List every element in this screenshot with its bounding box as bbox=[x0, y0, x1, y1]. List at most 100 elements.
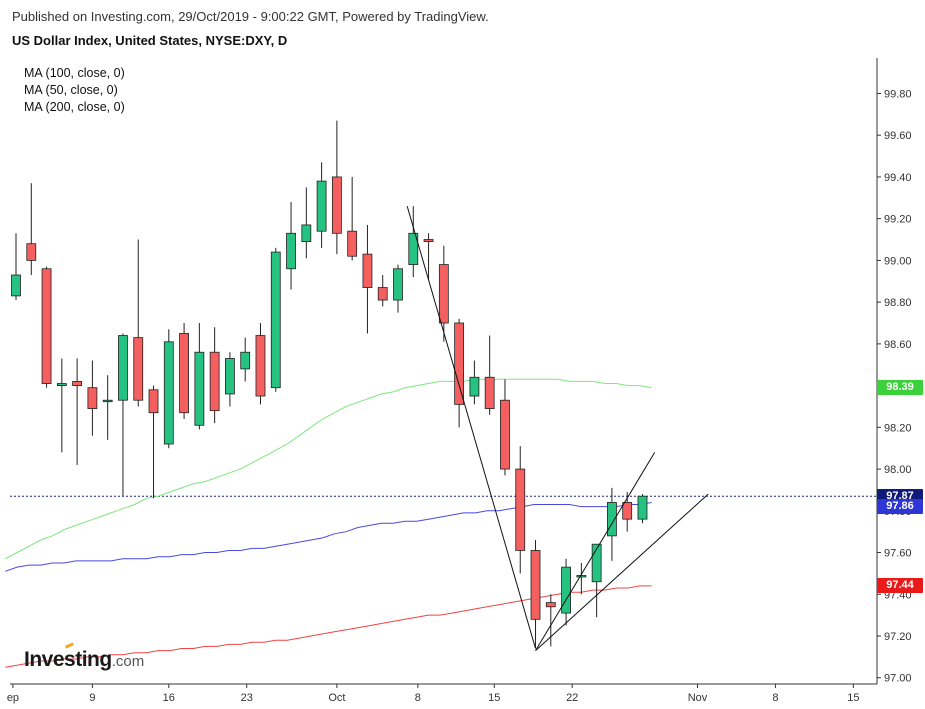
trendlines bbox=[406, 206, 709, 651]
legend-ma200: MA (200, close, 0) bbox=[24, 100, 125, 114]
candle bbox=[576, 562, 587, 595]
candle bbox=[591, 543, 602, 618]
candle-body bbox=[423, 239, 434, 243]
candle-body bbox=[362, 253, 373, 288]
investing-logo[interactable]: Investing.com bbox=[24, 642, 145, 672]
candle-body bbox=[225, 358, 235, 395]
candle bbox=[637, 494, 648, 524]
y-tick-label: 99.40 bbox=[884, 172, 912, 184]
candle bbox=[41, 266, 52, 388]
candle-body bbox=[11, 274, 21, 297]
candle bbox=[484, 335, 495, 415]
price-tag: 97.44 bbox=[877, 578, 923, 594]
candle-body bbox=[622, 502, 633, 520]
candle-body bbox=[347, 230, 358, 257]
candle-body bbox=[301, 224, 312, 243]
logo-text: Investing bbox=[24, 648, 112, 671]
y-tick-label: 98.60 bbox=[884, 339, 912, 351]
y-tick-label: 98.00 bbox=[884, 464, 912, 476]
candle bbox=[530, 540, 541, 649]
candle-body bbox=[133, 337, 144, 401]
trendline bbox=[535, 452, 656, 651]
x-tick-label: 9 bbox=[89, 692, 95, 704]
candle bbox=[148, 385, 159, 499]
candle bbox=[515, 446, 526, 574]
candle-body bbox=[255, 335, 266, 397]
candle-body bbox=[270, 251, 281, 389]
candle bbox=[72, 358, 83, 465]
candle bbox=[102, 375, 113, 440]
ma100-line bbox=[5, 502, 652, 572]
candle bbox=[225, 352, 235, 407]
candle-body bbox=[179, 333, 189, 414]
y-tick-label: 97.20 bbox=[884, 631, 912, 643]
candle bbox=[393, 264, 403, 313]
y-tick-label: 98.20 bbox=[884, 422, 912, 434]
candle bbox=[56, 358, 67, 453]
x-tick-label: 22 bbox=[566, 692, 578, 704]
candle bbox=[209, 327, 220, 424]
candle bbox=[454, 318, 465, 428]
candle bbox=[438, 245, 449, 342]
candle-body bbox=[102, 399, 113, 403]
candle bbox=[331, 120, 342, 255]
legend-ma50: MA (50, close, 0) bbox=[24, 83, 118, 97]
candle bbox=[240, 337, 251, 382]
candle bbox=[255, 323, 266, 405]
candle bbox=[118, 333, 128, 497]
candle bbox=[377, 275, 388, 307]
x-tick-label: 8 bbox=[772, 692, 778, 704]
candle-body bbox=[484, 376, 495, 409]
x-tick-label: 15 bbox=[847, 692, 859, 704]
candle bbox=[301, 187, 312, 259]
candle-body bbox=[469, 376, 480, 397]
candle-body bbox=[209, 351, 220, 412]
ma50-line bbox=[5, 378, 652, 560]
y-tick-label: 99.80 bbox=[884, 88, 912, 100]
candle bbox=[286, 201, 296, 290]
candle bbox=[87, 360, 98, 436]
candle bbox=[500, 379, 510, 476]
price-tag: 97.86 bbox=[877, 499, 923, 515]
y-tick-label: 99.20 bbox=[884, 214, 912, 226]
y-tick-label: 99.60 bbox=[884, 130, 912, 142]
candle bbox=[26, 183, 37, 276]
candle-body bbox=[163, 341, 174, 445]
x-tick-label: 16 bbox=[163, 692, 175, 704]
logo-suffix: .com bbox=[111, 653, 145, 670]
x-tick-label: Oct bbox=[328, 692, 345, 704]
candle-body bbox=[41, 268, 52, 384]
x-tick-label: Nov bbox=[688, 692, 708, 704]
x-tick-label: 8 bbox=[415, 692, 421, 704]
candle bbox=[347, 176, 358, 261]
candle bbox=[316, 162, 327, 248]
legend-ma100: MA (100, close, 0) bbox=[24, 66, 125, 80]
candle bbox=[408, 206, 419, 278]
candle-body bbox=[56, 383, 67, 387]
ma200-line bbox=[5, 585, 652, 668]
moving-averages bbox=[5, 378, 652, 668]
x-tick-label: ep bbox=[7, 692, 19, 704]
x-tick-label: 23 bbox=[241, 692, 253, 704]
candle bbox=[163, 329, 174, 449]
candle-body bbox=[591, 543, 602, 583]
candle-body bbox=[530, 550, 541, 620]
candle-body bbox=[316, 180, 327, 232]
y-tick-label: 98.80 bbox=[884, 297, 912, 309]
candle bbox=[11, 233, 21, 301]
candle-body bbox=[576, 575, 587, 578]
candle bbox=[133, 239, 144, 407]
y-tick-label: 97.00 bbox=[884, 673, 912, 685]
candle bbox=[545, 594, 556, 647]
candle-body bbox=[515, 468, 526, 551]
candle-body bbox=[26, 243, 37, 261]
candle-body bbox=[438, 264, 449, 324]
price-tag: 98.39 bbox=[877, 380, 923, 396]
candle-body bbox=[118, 335, 128, 401]
candle-body bbox=[545, 602, 556, 608]
candle-body bbox=[607, 502, 617, 537]
candlesticks bbox=[11, 120, 648, 649]
candle-body bbox=[72, 381, 83, 387]
candle-body bbox=[286, 232, 296, 270]
